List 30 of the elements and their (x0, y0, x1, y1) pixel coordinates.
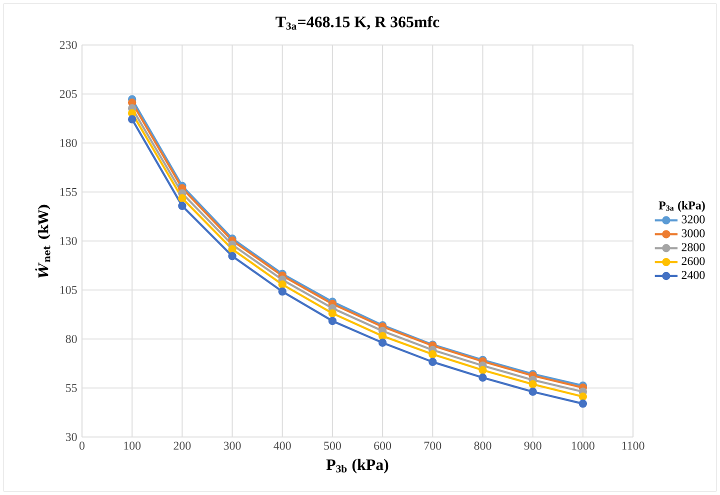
y-tick-label: 155 (60, 188, 77, 196)
x-tick-label: 300 (224, 442, 241, 450)
x-tick-label: 1100 (622, 442, 644, 450)
y-tick-label: 130 (60, 236, 77, 246)
x-tick-label: 1000 (572, 442, 594, 450)
x-tick-label: 100 (124, 442, 141, 450)
legend-label: 2600 (682, 257, 705, 266)
y-tick-label: 105 (60, 286, 77, 294)
x-tick-label: 900 (524, 442, 542, 450)
y-tick-label: 180 (60, 138, 77, 148)
y-tick-label: 230 (60, 40, 77, 50)
legend-label: 3000 (682, 229, 705, 238)
y-tick-label: 205 (60, 90, 77, 98)
x-tick-label: 400 (274, 442, 291, 450)
y-tick-label: 30 (66, 432, 77, 442)
legend-label: 2400 (682, 271, 705, 280)
legend-label: 2800 (682, 243, 705, 252)
chart-title: T$_{3a}$=468.15 K, R 365mfc (276, 16, 440, 30)
x-tick-label: 500 (324, 442, 341, 450)
x-tick-label: 800 (474, 442, 492, 450)
y-tick-label: 80 (66, 334, 77, 344)
x-axis-title: P$_{3b}$ (kPa) (326, 458, 388, 474)
y-tick-label: 55 (66, 384, 77, 392)
y-axis-title: Ẇ$_{net}$ (kW) (35, 204, 50, 278)
x-tick-label: 700 (424, 442, 442, 450)
x-tick-label: 0 (79, 442, 85, 450)
x-tick-label: 600 (374, 442, 392, 450)
legend-title: P$_{3a}$ (kPa) (658, 201, 705, 212)
x-tick-label: 200 (174, 442, 191, 450)
legend-label: 3200 (682, 215, 705, 224)
